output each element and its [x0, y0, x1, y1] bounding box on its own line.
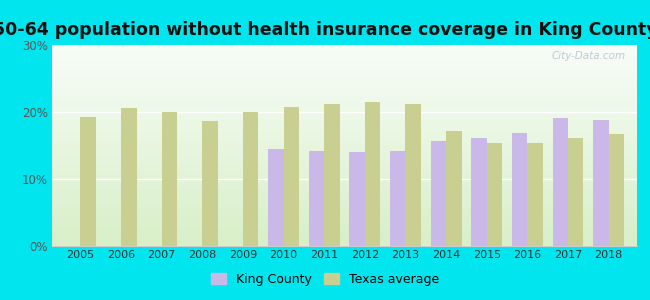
Bar: [202, 122, 218, 246]
Bar: [406, 104, 421, 246]
Bar: [512, 134, 527, 246]
Text: City-Data.com: City-Data.com: [551, 51, 625, 61]
Bar: [81, 117, 96, 246]
Bar: [268, 149, 283, 246]
Bar: [324, 104, 339, 246]
Legend: King County, Texas average: King County, Texas average: [205, 268, 445, 291]
Bar: [593, 120, 608, 246]
Bar: [390, 151, 406, 246]
Bar: [162, 112, 177, 246]
Bar: [446, 131, 462, 246]
Bar: [309, 151, 324, 246]
Bar: [608, 134, 624, 246]
Bar: [568, 138, 584, 246]
Bar: [121, 108, 136, 246]
Bar: [527, 143, 543, 246]
Bar: [471, 138, 487, 246]
Text: 50-64 population without health insurance coverage in King County: 50-64 population without health insuranc…: [0, 21, 650, 39]
Bar: [431, 141, 446, 246]
Bar: [349, 152, 365, 246]
Bar: [243, 112, 259, 246]
Bar: [552, 118, 568, 246]
Bar: [283, 106, 299, 246]
Bar: [365, 102, 380, 246]
Bar: [487, 143, 502, 246]
